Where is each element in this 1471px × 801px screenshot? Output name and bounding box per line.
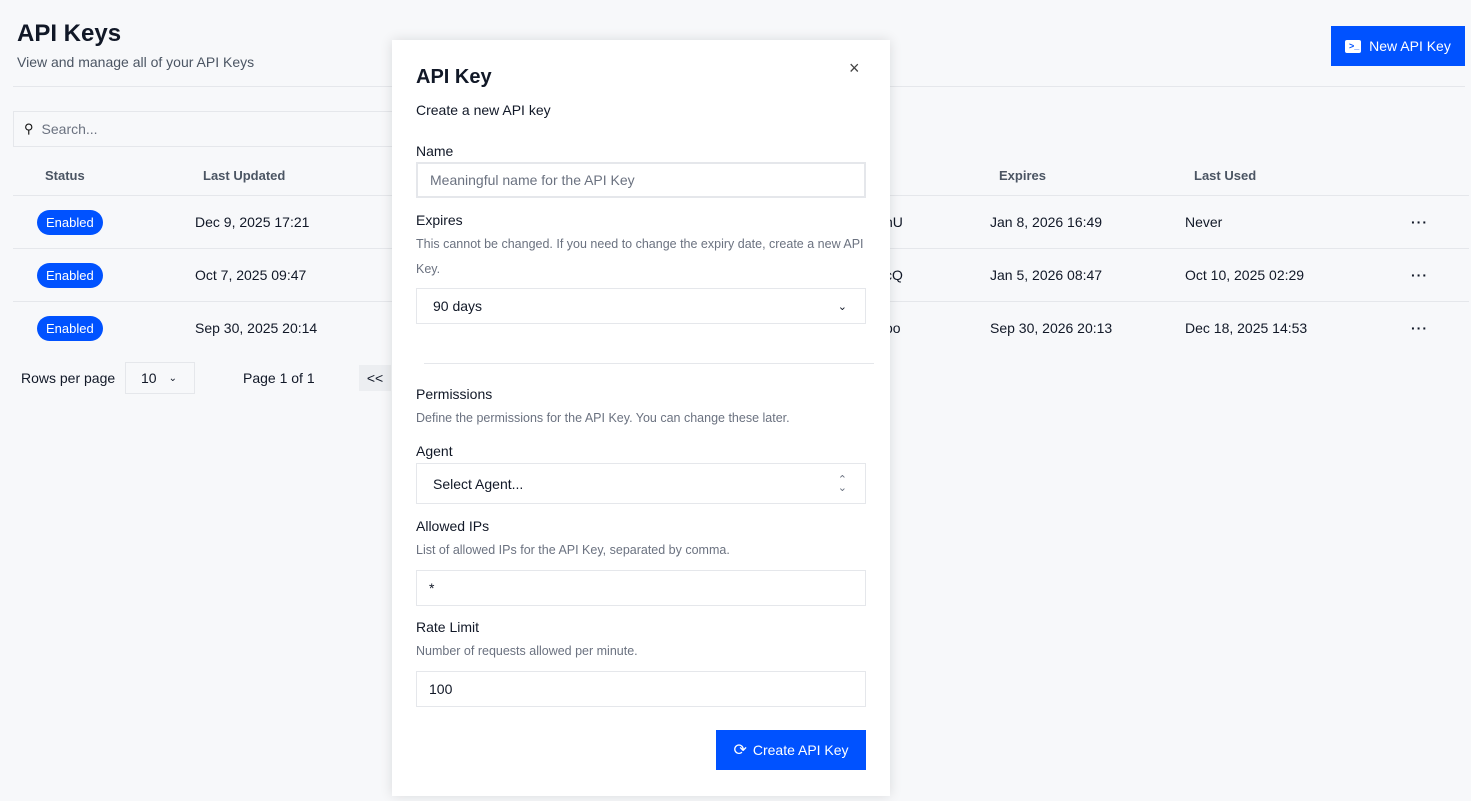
- rate-limit-label: Rate Limit: [416, 619, 480, 635]
- expires-select[interactable]: 90 days ⌄: [416, 288, 866, 324]
- name-label: Name: [416, 143, 454, 159]
- header-expires[interactable]: Expires: [999, 168, 1046, 183]
- name-input[interactable]: Meaningful name for the API Key: [416, 162, 866, 198]
- terminal-icon: >_: [1345, 39, 1362, 53]
- page-indicator: Page 1 of 1: [243, 370, 315, 386]
- expires-cell: Jan 8, 2026 16:49: [990, 214, 1103, 230]
- row-actions-icon[interactable]: ···: [1411, 214, 1428, 230]
- status-badge: Enabled: [37, 316, 103, 341]
- search-input[interactable]: ⚲ Search...: [13, 111, 413, 147]
- row-actions-icon[interactable]: ···: [1411, 267, 1428, 283]
- last-used-cell: Dec 18, 2025 14:53: [1185, 320, 1308, 336]
- rows-per-page-label: Rows per page: [21, 370, 116, 386]
- header-last-used[interactable]: Last Used: [1194, 168, 1257, 183]
- new-api-key-label: New API Key: [1369, 38, 1451, 54]
- rate-limit-value: 100: [429, 681, 453, 697]
- allowed-ips-label: Allowed IPs: [416, 518, 490, 534]
- status-badge: Enabled: [37, 263, 103, 288]
- last-updated-cell: Sep 30, 2025 20:14: [195, 320, 318, 336]
- permissions-label: Permissions: [416, 386, 493, 402]
- last-updated-cell: Dec 9, 2025 17:21: [195, 214, 310, 230]
- create-api-key-dialog: × API Key Create a new API key Name Mean…: [392, 40, 890, 796]
- name-placeholder: Meaningful name for the API Key: [430, 172, 635, 188]
- divider: [424, 363, 874, 364]
- last-updated-cell: Oct 7, 2025 09:47: [195, 267, 307, 283]
- permissions-hint: Define the permissions for the API Key. …: [416, 411, 790, 425]
- dialog-subtitle: Create a new API key: [416, 102, 551, 118]
- last-used-cell: Oct 10, 2025 02:29: [1185, 267, 1305, 283]
- rate-limit-hint: Number of requests allowed per minute.: [416, 644, 638, 658]
- agent-select[interactable]: Select Agent... ⌃ ⌄: [416, 463, 866, 504]
- expires-cell: Sep 30, 2026 20:13: [990, 320, 1113, 336]
- chevron-down-icon: ⌄: [168, 372, 177, 384]
- create-api-key-button[interactable]: ⟳ Create API Key: [716, 730, 866, 770]
- new-api-key-button[interactable]: >_ New API Key: [1331, 26, 1465, 66]
- first-page-button[interactable]: <<: [359, 365, 391, 391]
- agent-placeholder: Select Agent...: [433, 475, 524, 492]
- rows-per-page-select[interactable]: 10 ⌄: [125, 362, 195, 394]
- status-badge: Enabled: [37, 210, 103, 235]
- header-last-updated[interactable]: Last Updated: [203, 168, 286, 183]
- expires-hint: This cannot be changed. If you need to c…: [416, 237, 864, 276]
- page-title: API Keys: [17, 20, 122, 47]
- create-api-key-label: Create API Key: [752, 742, 849, 758]
- close-icon[interactable]: ×: [849, 58, 860, 78]
- last-used-cell: Never: [1185, 214, 1223, 230]
- expires-value: 90 days: [433, 298, 483, 314]
- expires-label: Expires: [416, 212, 463, 228]
- allowed-ips-input[interactable]: *: [416, 570, 866, 606]
- dialog-title: API Key: [416, 66, 492, 88]
- refresh-icon: ⟳: [733, 742, 747, 759]
- search-icon: ⚲: [24, 121, 34, 136]
- agent-label: Agent: [416, 443, 453, 459]
- chevron-up-down-icon: ⌃ ⌄: [837, 473, 847, 494]
- chevron-down-icon: ⌄: [837, 300, 847, 313]
- allowed-ips-hint: List of allowed IPs for the API Key, sep…: [416, 543, 730, 557]
- header-status[interactable]: Status: [45, 168, 85, 183]
- search-placeholder: Search...: [41, 121, 98, 137]
- expires-cell: Jan 5, 2026 08:47: [990, 267, 1103, 283]
- page-subtitle: View and manage all of your API Keys: [17, 54, 255, 70]
- allowed-ips-value: *: [429, 580, 435, 596]
- rate-limit-input[interactable]: 100: [416, 671, 866, 707]
- row-actions-icon[interactable]: ···: [1411, 320, 1428, 336]
- rows-per-page-value: 10: [141, 370, 157, 386]
